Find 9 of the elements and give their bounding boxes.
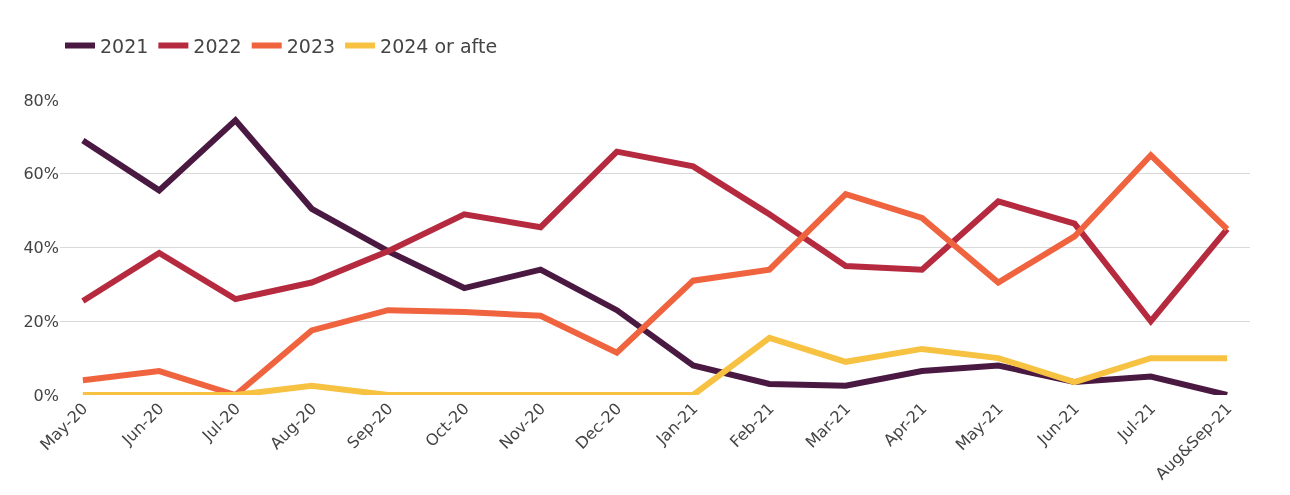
y-tick-label: 80% bbox=[23, 90, 59, 110]
legend-label: 2022 bbox=[193, 34, 242, 57]
y-tick-label: 40% bbox=[23, 238, 59, 258]
legend-label: 2021 bbox=[100, 34, 149, 57]
legend-label: 2023 bbox=[286, 34, 336, 57]
y-tick-label: 20% bbox=[23, 311, 59, 331]
y-tick-label: 60% bbox=[23, 164, 59, 184]
y-tick-label: 0% bbox=[33, 385, 59, 405]
legend-label: 2024 or afte bbox=[380, 34, 498, 57]
